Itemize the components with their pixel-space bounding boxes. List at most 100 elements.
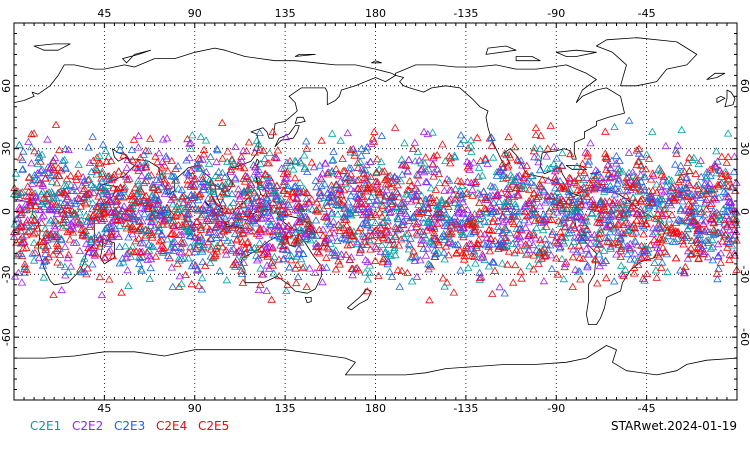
observation-marker-c2e3: [88, 205, 97, 213]
observation-marker-c2e2: [454, 206, 463, 214]
observation-marker-c2e3: [260, 154, 269, 163]
observation-marker-c2e3: [205, 209, 215, 217]
observation-marker-c2e5: [241, 244, 250, 252]
observation-marker-c2e3: [579, 182, 588, 191]
observation-marker-c2e3: [187, 222, 196, 230]
observation-marker-c2e5: [370, 127, 379, 135]
observation-marker-c2e1: [60, 181, 69, 189]
observation-marker-c2e2: [327, 208, 337, 216]
observation-marker-c2e3: [488, 258, 498, 266]
observation-marker-c2e5: [86, 243, 96, 251]
observation-marker-c2e4: [236, 163, 245, 171]
observation-marker-c2e2: [521, 223, 530, 231]
observation-marker-c2e5: [529, 265, 538, 273]
observation-marker-c2e4: [65, 235, 75, 243]
observation-marker-c2e3: [702, 236, 711, 244]
observation-marker-c2e1: [300, 185, 309, 193]
observation-marker-c2e3: [317, 181, 326, 190]
observation-marker-c2e3: [724, 201, 733, 210]
observation-marker-c2e3: [367, 192, 376, 201]
observation-marker-c2e3: [610, 277, 619, 285]
observation-marker-c2e5: [42, 229, 51, 237]
observation-marker-c2e2: [701, 198, 710, 206]
observation-marker-c2e1: [255, 238, 264, 247]
observation-marker-c2e2: [419, 236, 428, 244]
observation-marker-c2e3: [164, 187, 173, 195]
observation-marker-c2e1: [96, 182, 105, 190]
observation-marker-c2e4: [345, 255, 355, 264]
observation-marker-c2e5: [201, 261, 210, 269]
observation-marker-c2e3: [291, 182, 300, 190]
observation-marker-c2e1: [185, 227, 194, 236]
observation-marker-c2e5: [682, 192, 691, 200]
observation-marker-c2e2: [463, 205, 472, 213]
observation-marker-c2e1: [248, 186, 257, 194]
observation-marker-c2e4: [597, 206, 607, 214]
observation-marker-c2e5: [642, 220, 651, 228]
observation-marker-c2e4: [196, 221, 205, 229]
observation-marker-c2e4: [463, 218, 472, 226]
observation-marker-c2e5: [621, 180, 631, 188]
observation-marker-c2e4: [66, 171, 75, 179]
observation-marker-c2e1: [382, 205, 391, 214]
observation-marker-c2e3: [322, 263, 331, 271]
observation-marker-c2e3: [451, 185, 460, 193]
observation-marker-c2e3: [655, 224, 664, 232]
observation-marker-c2e1: [396, 177, 405, 185]
observation-marker-c2e4: [545, 207, 554, 215]
right-lat-label: -60: [738, 328, 750, 346]
observation-marker-c2e1: [95, 151, 104, 160]
observation-marker-c2e2: [423, 208, 433, 217]
observation-marker-c2e2: [191, 163, 200, 171]
observation-marker-c2e3: [111, 224, 120, 233]
coastline-polygon: [716, 95, 726, 103]
observation-marker-c2e1: [197, 164, 206, 172]
observation-marker-c2e5: [155, 237, 164, 245]
observation-marker-c2e5: [174, 220, 183, 229]
observation-marker-c2e4: [457, 203, 466, 211]
observation-marker-c2e1: [290, 156, 300, 164]
observation-marker-c2e2: [86, 220, 95, 228]
observation-marker-c2e3: [440, 235, 449, 243]
observation-marker-c2e5: [623, 182, 632, 190]
observation-marker-c2e4: [512, 183, 521, 191]
observation-marker-c2e5: [157, 241, 167, 249]
observation-marker-c2e2: [673, 183, 682, 191]
observation-marker-c2e2: [231, 174, 240, 182]
observation-marker-c2e2: [542, 152, 551, 160]
observation-marker-c2e1: [434, 248, 443, 256]
observation-marker-c2e2: [143, 255, 152, 263]
observation-marker-c2e4: [159, 247, 168, 255]
observation-marker-c2e2: [138, 239, 148, 247]
observation-marker-c2e4: [633, 209, 642, 217]
observation-marker-c2e1: [613, 204, 622, 212]
observation-marker-c2e1: [274, 206, 283, 214]
observation-marker-c2e5: [630, 269, 639, 277]
observation-marker-c2e1: [530, 143, 539, 152]
observation-marker-c2e2: [10, 272, 20, 280]
observation-marker-c2e2: [46, 163, 55, 171]
observation-marker-c2e4: [637, 241, 646, 249]
observation-marker-c2e2: [466, 211, 475, 220]
observation-marker-c2e1: [347, 205, 356, 214]
observation-marker-c2e4: [131, 183, 140, 191]
observation-marker-c2e1: [440, 282, 449, 290]
observation-marker-c2e3: [633, 241, 642, 249]
observation-marker-c2e3: [137, 227, 146, 235]
observation-marker-c2e1: [705, 228, 715, 236]
observation-marker-c2e3: [240, 187, 249, 196]
observation-marker-c2e5: [166, 229, 176, 238]
observation-marker-c2e2: [477, 253, 486, 262]
observation-marker-c2e3: [599, 215, 609, 223]
observation-marker-c2e5: [153, 200, 163, 208]
observation-marker-c2e2: [725, 197, 734, 206]
observation-marker-c2e2: [62, 195, 72, 203]
observation-marker-c2e4: [516, 267, 525, 275]
observation-marker-c2e3: [667, 183, 676, 191]
observation-marker-c2e3: [493, 222, 503, 230]
observation-marker-c2e2: [316, 173, 325, 181]
observation-marker-c2e1: [715, 211, 725, 220]
observation-marker-c2e3: [671, 146, 681, 154]
observation-marker-c2e5: [306, 223, 315, 231]
observation-marker-c2e3: [412, 170, 422, 178]
